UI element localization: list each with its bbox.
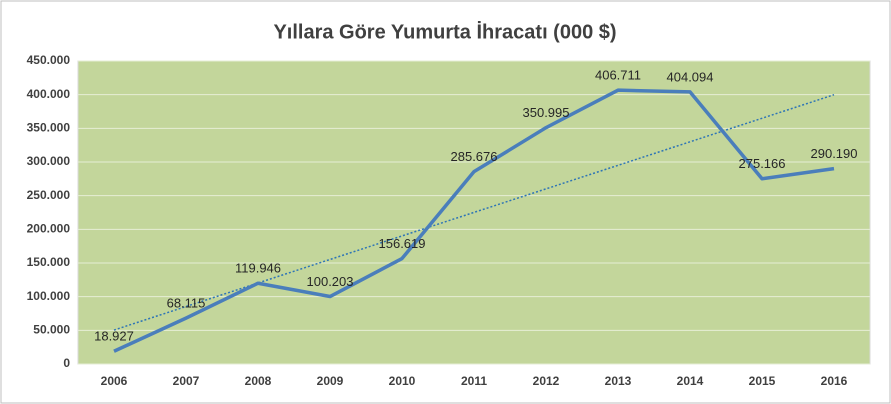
y-tick-label: 250.000 <box>27 188 71 202</box>
x-tick-label: 2008 <box>245 374 272 388</box>
data-label: 275.166 <box>739 156 786 171</box>
x-tick-label: 2015 <box>749 374 776 388</box>
y-tick-label: 400.000 <box>27 87 71 101</box>
y-tick-label: 350.000 <box>27 121 71 135</box>
y-tick-label: 150.000 <box>27 255 71 269</box>
chart-title: Yıllara Göre Yumurta İhracatı (000 $) <box>273 20 616 43</box>
y-tick-label: 100.000 <box>27 289 71 303</box>
x-tick-label: 2009 <box>317 374 344 388</box>
data-label: 404.094 <box>667 69 714 84</box>
data-label: 406.711 <box>595 68 641 83</box>
x-tick-label: 2006 <box>101 374 128 388</box>
data-label: 100.203 <box>307 274 354 289</box>
data-line <box>113 88 835 353</box>
x-tick-label: 2010 <box>389 374 416 388</box>
x-tick-label: 2013 <box>605 374 632 388</box>
x-tick-label: 2016 <box>821 374 848 388</box>
x-tick-label: 2012 <box>533 374 560 388</box>
x-tick-label: 2011 <box>461 374 487 388</box>
y-tick-label: 200.000 <box>27 222 71 236</box>
y-tick-label: 50.000 <box>33 323 70 337</box>
y-tick-label: 450.000 <box>27 53 71 67</box>
data-label: 350.995 <box>523 105 570 120</box>
data-label: 18.927 <box>94 329 134 344</box>
data-label: 68.115 <box>167 296 206 311</box>
y-tick-label: 0 <box>63 356 70 370</box>
data-label: 285.676 <box>451 149 498 164</box>
y-tick-label: 300.000 <box>27 154 71 168</box>
x-tick-label: 2007 <box>173 374 200 388</box>
x-tick-label: 2014 <box>677 374 704 388</box>
plot-area <box>77 60 871 365</box>
data-label: 290.190 <box>811 146 858 161</box>
data-label: 156.619 <box>379 236 426 251</box>
data-label: 119.946 <box>235 261 281 276</box>
